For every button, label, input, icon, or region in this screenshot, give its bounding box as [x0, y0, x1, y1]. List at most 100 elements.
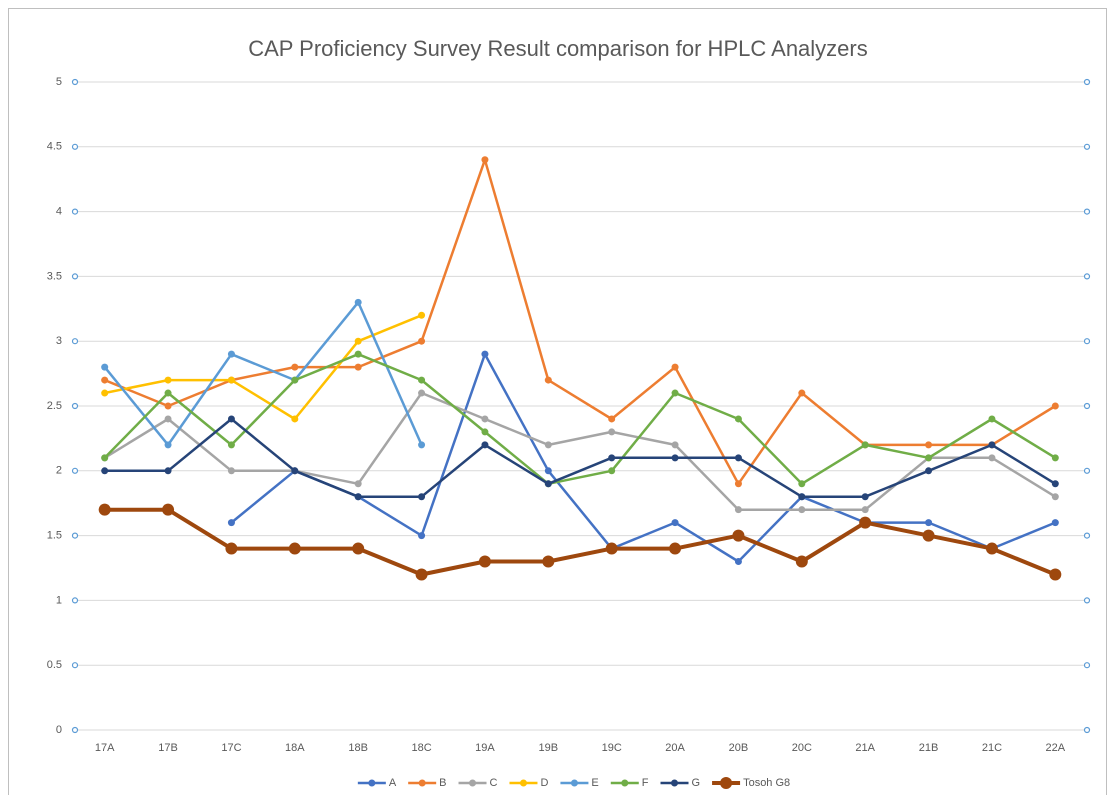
- y2-tick-mark: [1083, 402, 1091, 410]
- legend-label: B: [439, 777, 446, 789]
- y-tick-mark: [71, 338, 79, 345]
- x-tick-label: 21B: [919, 742, 939, 754]
- x-tick-label: 19B: [539, 742, 559, 754]
- data-point: [164, 441, 172, 449]
- data-point: [859, 516, 872, 529]
- data-point: [608, 467, 616, 475]
- data-point: [861, 506, 869, 514]
- data-point: [418, 441, 426, 449]
- data-point: [608, 428, 616, 436]
- data-point: [922, 529, 935, 542]
- data-point: [861, 493, 869, 501]
- y2-tick-mark: [1083, 726, 1091, 734]
- data-point: [544, 467, 552, 475]
- legend-label: E: [591, 777, 598, 789]
- data-point: [227, 415, 235, 423]
- data-point: [418, 311, 426, 319]
- x-tick-label: 21A: [855, 742, 875, 754]
- data-point: [734, 558, 742, 566]
- data-point: [1051, 454, 1059, 462]
- legend-label: C: [490, 777, 498, 789]
- data-point: [861, 441, 869, 449]
- y-tick-label: 0: [56, 724, 62, 736]
- legend-label: D: [540, 777, 548, 789]
- data-point: [985, 542, 998, 555]
- legend-item: D: [509, 777, 548, 789]
- data-point: [227, 467, 235, 475]
- legend-marker: [418, 779, 426, 787]
- legend-marker: [671, 779, 679, 787]
- y-tick-label: 3: [56, 335, 62, 347]
- y-tick-mark: [71, 532, 79, 539]
- legend-marker: [570, 779, 578, 787]
- y2-tick-mark: [1083, 467, 1091, 474]
- data-point: [671, 519, 679, 527]
- series-line: [230, 352, 1056, 563]
- legend-label: A: [389, 777, 397, 789]
- data-point: [225, 542, 238, 555]
- data-point: [227, 350, 235, 358]
- y-tick-label: 1.5: [47, 530, 62, 542]
- x-tick-label: 18B: [348, 742, 368, 754]
- data-point: [481, 156, 489, 164]
- data-point: [544, 376, 552, 384]
- y2-tick-mark: [1083, 662, 1091, 669]
- legend-item: Tosoh G8: [712, 777, 790, 789]
- y2-tick-mark: [1083, 208, 1091, 215]
- data-point: [164, 467, 172, 475]
- legend-label: Tosoh G8: [743, 777, 790, 789]
- legend-marker: [720, 777, 733, 789]
- series-line: [103, 352, 1056, 486]
- legend-item: E: [560, 777, 599, 789]
- data-point: [988, 415, 996, 423]
- x-tick-label: 17C: [221, 742, 241, 754]
- legend-item: F: [610, 777, 649, 789]
- data-point: [1051, 493, 1059, 501]
- x-tick-label: 22A: [1046, 742, 1066, 754]
- data-point: [418, 337, 426, 345]
- y-tick-mark: [71, 208, 79, 215]
- y-tick-label: 4.5: [47, 141, 62, 153]
- data-point: [478, 555, 491, 568]
- x-tick-label: 18C: [411, 742, 431, 754]
- data-point: [1049, 568, 1062, 581]
- data-point: [227, 441, 235, 449]
- x-tick-label: 20C: [792, 742, 812, 754]
- data-point: [925, 454, 933, 462]
- data-point: [1051, 519, 1059, 527]
- data-point: [734, 454, 742, 462]
- data-point: [925, 467, 933, 475]
- data-point: [418, 493, 426, 501]
- y-tick-label: 0.5: [47, 659, 62, 671]
- y-tick-mark: [71, 78, 79, 86]
- y-tick-mark: [71, 726, 79, 734]
- y-tick-mark: [71, 597, 79, 604]
- data-point: [291, 363, 299, 371]
- data-point: [734, 506, 742, 514]
- legend-label: G: [692, 777, 701, 789]
- data-point: [101, 467, 109, 475]
- x-tick-label: 20A: [665, 742, 685, 754]
- chart-frame: [8, 8, 1107, 795]
- legend-marker: [469, 779, 477, 787]
- y2-tick-mark: [1083, 597, 1091, 604]
- y-tick-label: 1: [56, 594, 62, 606]
- data-point: [795, 555, 808, 568]
- x-tick-label: 20B: [729, 742, 749, 754]
- data-point: [608, 454, 616, 462]
- data-point: [418, 376, 426, 384]
- x-tick-label: 19C: [602, 742, 622, 754]
- data-point: [164, 389, 172, 397]
- data-point: [669, 542, 682, 555]
- data-point: [1051, 480, 1059, 488]
- data-point: [481, 428, 489, 436]
- y-tick-mark: [71, 143, 79, 150]
- data-point: [671, 454, 679, 462]
- series-line: [104, 507, 1057, 577]
- data-point: [925, 441, 933, 449]
- data-point: [544, 480, 552, 488]
- data-point: [671, 389, 679, 397]
- data-point: [605, 542, 618, 555]
- data-point: [418, 389, 426, 397]
